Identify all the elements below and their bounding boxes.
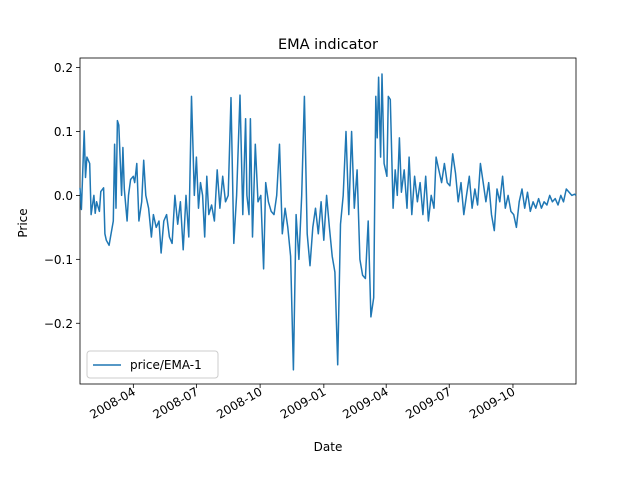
y-axis-label: Price bbox=[16, 208, 30, 237]
y-tick-label: −0.1 bbox=[44, 253, 73, 267]
y-tick-label: 0.2 bbox=[54, 61, 73, 75]
y-tick-label: 0.0 bbox=[54, 189, 73, 203]
legend-label: price/EMA-1 bbox=[130, 358, 202, 372]
x-axis-label: Date bbox=[314, 440, 343, 454]
y-axis-ticks: 0.2 0.1 0.0 −0.1 −0.2 bbox=[44, 61, 80, 331]
y-tick-label: −0.2 bbox=[44, 317, 73, 331]
series-layer bbox=[79, 73, 577, 371]
legend-box bbox=[86, 350, 219, 379]
chart-title: EMA indicator bbox=[278, 37, 378, 53]
y-tick-label: 0.1 bbox=[54, 125, 73, 139]
series-line bbox=[79, 73, 577, 371]
legend: price/EMA-1 bbox=[86, 350, 219, 379]
plot-frame bbox=[79, 57, 577, 385]
